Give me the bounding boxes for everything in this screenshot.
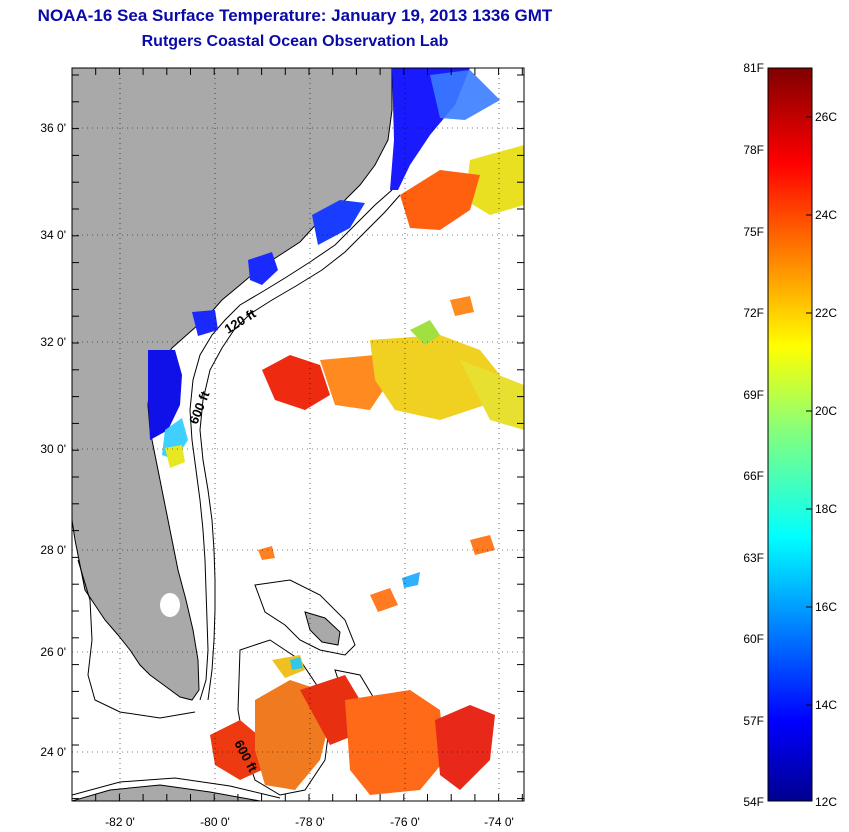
- sst-warm-mid-green: [410, 320, 440, 345]
- map-frame: [71, 67, 525, 802]
- colorbar-ticks: [806, 116, 812, 706]
- contour-bahamas-1: [254, 579, 356, 656]
- celsius-label: 24C: [815, 208, 837, 222]
- lat-label: 28 0': [40, 543, 66, 557]
- sst-warm-south-red: [210, 720, 262, 780]
- sst-warm-mid-orange: [320, 355, 390, 410]
- latitude-labels: 36 0' 34 0' 32 0' 30 0' 28 0' 26 0' 24 0…: [40, 121, 66, 759]
- lat-label: 30 0': [40, 442, 66, 456]
- contour-cuba-shelf: [72, 777, 281, 799]
- lat-label: 34 0': [40, 228, 66, 242]
- fahrenheit-label: 72F: [743, 306, 764, 320]
- fahrenheit-label: 60F: [743, 632, 764, 646]
- celsius-label: 16C: [815, 600, 837, 614]
- sst-warm-ne: [465, 145, 524, 215]
- fahrenheit-label: 57F: [743, 714, 764, 728]
- celsius-label: 18C: [815, 502, 837, 516]
- sst-warm-south-cyan: [290, 657, 303, 670]
- sst-yellow-fl: [165, 445, 185, 468]
- sst-cold-fl: [148, 350, 182, 440]
- sst-patch-cyan-1: [402, 572, 420, 588]
- celsius-label: 22C: [815, 306, 837, 320]
- fahrenheit-label: 54F: [743, 795, 764, 809]
- celsius-label: 14C: [815, 698, 837, 712]
- lon-label: -82 0': [105, 815, 135, 829]
- sst-warm-mid-red: [262, 355, 330, 410]
- colorbar-celsius-labels: 26C 24C 22C 20C 18C 16C 14C 12C: [815, 110, 837, 809]
- fahrenheit-label: 63F: [743, 551, 764, 565]
- sst-warm-south-orange-2: [345, 690, 445, 795]
- longitude-labels: -82 0' -80 0' -78 0' -76 0' -74 0': [105, 815, 514, 829]
- celsius-label: 20C: [815, 404, 837, 418]
- frame-ticks: [71, 68, 524, 801]
- lon-label: -80 0': [200, 815, 230, 829]
- land-abaco: [304, 611, 341, 646]
- map-title: NOAA-16 Sea Surface Temperature: January…: [37, 6, 553, 25]
- sst-warm-south-red-2: [300, 675, 360, 745]
- fahrenheit-label: 81F: [743, 61, 764, 75]
- sst-warm-south-red-3: [435, 705, 495, 790]
- lon-label: -76 0': [390, 815, 420, 829]
- colorbar-scale: [767, 67, 813, 802]
- sst-warm-mid-yellow-2: [460, 360, 524, 430]
- sst-patch-orange-2: [450, 296, 474, 316]
- lat-label: 36 0': [40, 121, 66, 135]
- lon-label: -74 0': [484, 815, 514, 829]
- fahrenheit-label: 78F: [743, 143, 764, 157]
- lon-label: -78 0': [295, 815, 325, 829]
- lake-okeechobee: [160, 593, 180, 617]
- lat-label: 26 0': [40, 645, 66, 659]
- sst-cold-sc: [312, 200, 365, 245]
- sst-patch-orange-3: [258, 546, 275, 560]
- lat-label: 24 0': [40, 745, 66, 759]
- sst-cold-ga: [248, 252, 278, 285]
- fahrenheit-label: 75F: [743, 225, 764, 239]
- contour-florida-shelf: [77, 559, 196, 719]
- fahrenheit-label: 66F: [743, 469, 764, 483]
- sst-cold-ga-2: [192, 310, 218, 336]
- celsius-label: 26C: [815, 110, 837, 124]
- fahrenheit-label: 69F: [743, 388, 764, 402]
- sst-warm-mid-yellow: [370, 335, 500, 420]
- contour-120ft: [189, 189, 393, 701]
- sst-cold-nc-2: [430, 70, 500, 120]
- contour-600ft: [199, 194, 401, 701]
- sst-patch-orange-1: [370, 588, 398, 612]
- map-subtitle: Rutgers Coastal Ocean Observation Lab: [141, 33, 449, 50]
- sst-warm-ne-2: [400, 170, 480, 230]
- celsius-label: 12C: [815, 795, 837, 809]
- lat-label: 32 0': [40, 335, 66, 349]
- grid-lines: [72, 68, 524, 801]
- sst-patch-orange-4: [470, 535, 495, 555]
- colorbar-fahrenheit-labels: 81F 78F 75F 72F 69F 66F 63F 60F 57F 54F: [743, 61, 764, 809]
